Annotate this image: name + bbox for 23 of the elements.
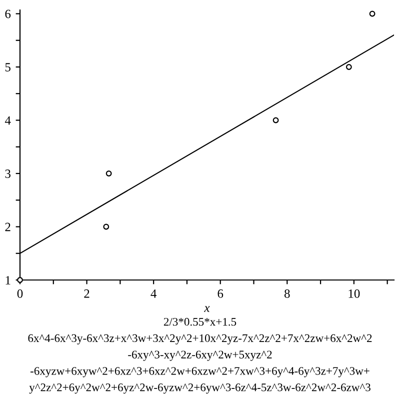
y-tick-label: 4 [4,116,11,125]
x-axis-title: x [204,306,210,312]
x-tick-label: 2 [84,289,90,298]
y-tick-label: 1 [6,276,10,284]
x-tick-label: 10 [348,289,360,298]
point [369,10,376,17]
point [346,64,352,70]
text: 6x^4-6x^3y-6x^3z+x^3w+3x^2y^2+10x^2yz-7x^2z^2+7x^2zw+6x^2w^2 [28,334,372,344]
x-tick-label: 8 [284,289,290,298]
text: 2/3*0.55*x+1.5 [164,318,236,326]
text: y^2z^2+6y^2w^2+6yz^2w-6yzw^2+6yw^3-6z^4-5z^3w-6z^2w^2-6zw^3 [29,384,370,394]
x-tick-label: 0 [17,289,23,298]
y-tick-label: 6 [5,10,11,18]
point [103,224,110,230]
point [272,117,279,124]
y-tick-label: 3 [5,170,10,178]
text: -6xy^3-xy^2z-6xy^2w+5xyz^2 [128,350,272,361]
x-tick-label: 6 [218,289,224,298]
y-tick-label: 5 [5,63,10,72]
x-tick-label: 4 [150,289,156,298]
text: -6xyzw+6xyw^2+6xz^3+6xz^2w+6xzw^2+7xw^3+6y^4-6y^3z+7y^3w+ [30,367,370,378]
point [106,170,112,176]
y-tick-label: 2 [5,222,10,232]
